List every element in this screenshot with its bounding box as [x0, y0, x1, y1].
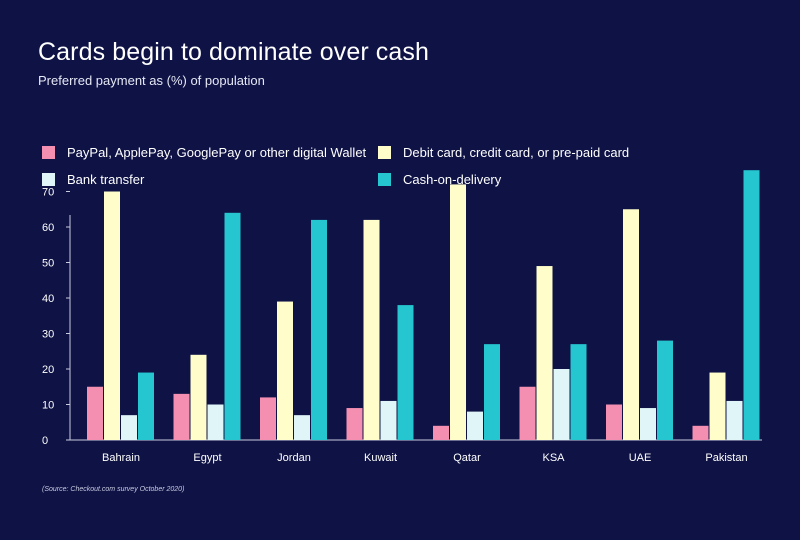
- bar-egypt-debit-card-credit-card-o: [190, 354, 207, 440]
- y-tick-label: 60: [42, 222, 54, 234]
- bar-uae-bank-transfer: [640, 408, 656, 440]
- bar-pakistan-debit-card-credit-card-o: [709, 372, 726, 440]
- y-tick-label: 20: [42, 364, 54, 376]
- bar-kuwait-paypal-applepay-googlepa: [346, 408, 363, 440]
- bar-uae-debit-card-credit-card-o: [623, 209, 639, 440]
- bar-kuwait-bank-transfer: [380, 400, 397, 440]
- bar-ksa-cash-on-delivery: [570, 344, 587, 440]
- bar-egypt-paypal-applepay-googlepa: [173, 393, 190, 440]
- legend-item-bank-transfer: Bank transfer: [42, 172, 144, 187]
- bar-kuwait-cash-on-delivery: [397, 305, 414, 440]
- bar-egypt-cash-on-delivery: [224, 212, 241, 440]
- legend-label-cash-on-delivery: Cash-on-delivery: [403, 172, 502, 187]
- bar-bahrain-bank-transfer: [121, 415, 137, 440]
- chart-title: Cards begin to dominate over cash: [38, 38, 430, 66]
- bar-uae-cash-on-delivery: [657, 340, 673, 440]
- x-tick-label-ksa: KSA: [542, 452, 565, 464]
- x-tick-label-qatar: Qatar: [453, 452, 481, 464]
- bar-qatar-cash-on-delivery: [484, 344, 500, 440]
- legend-label-cards: Debit card, credit card, or pre-paid car…: [403, 145, 630, 160]
- legend-item-cash-on-delivery: Cash-on-delivery: [378, 172, 501, 187]
- bar-bahrain-paypal-applepay-googlepa: [87, 386, 103, 440]
- y-tick-label: 40: [42, 293, 54, 305]
- bar-ksa-paypal-applepay-googlepa: [519, 386, 536, 440]
- legend-swatch-cash-on-delivery: [378, 173, 391, 186]
- bar-qatar-debit-card-credit-card-o: [450, 184, 466, 440]
- x-tick-label-uae: UAE: [629, 452, 652, 464]
- x-tick-label-pakistan: Pakistan: [705, 452, 747, 464]
- legend-swatch-bank-transfer: [42, 173, 55, 186]
- bar-bahrain-cash-on-delivery: [138, 372, 154, 440]
- bar-jordan-paypal-applepay-googlepa: [260, 397, 276, 440]
- bar-pakistan-cash-on-delivery: [743, 170, 760, 440]
- bar-jordan-cash-on-delivery: [311, 219, 327, 440]
- legend-item-digital-wallet: PayPal, ApplePay, GooglePay or other dig…: [42, 145, 366, 160]
- chart-subtitle: Preferred payment as (%) of population: [38, 73, 265, 88]
- legend-label-digital-wallet: PayPal, ApplePay, GooglePay or other dig…: [67, 145, 367, 160]
- bar-egypt-bank-transfer: [207, 404, 224, 440]
- bar-ksa-bank-transfer: [553, 369, 570, 440]
- y-tick-label: 10: [42, 400, 54, 412]
- x-tick-label-egypt: Egypt: [193, 452, 221, 464]
- y-tick-label: 0: [42, 435, 48, 447]
- bar-qatar-paypal-applepay-googlepa: [433, 425, 449, 440]
- bar-bahrain-debit-card-credit-card-o: [104, 191, 120, 440]
- x-tick-label-bahrain: Bahrain: [102, 452, 140, 464]
- bar-kuwait-debit-card-credit-card-o: [363, 219, 380, 440]
- source-note: (Source: Checkout.com survey October 202…: [42, 486, 185, 493]
- legend-swatch-digital-wallet: [42, 146, 55, 159]
- bar-pakistan-bank-transfer: [726, 400, 743, 440]
- y-tick-label: 30: [42, 329, 54, 341]
- bar-jordan-debit-card-credit-card-o: [277, 301, 293, 440]
- x-tick-label-kuwait: Kuwait: [364, 452, 397, 464]
- bar-jordan-bank-transfer: [294, 415, 310, 440]
- bar-qatar-bank-transfer: [467, 411, 483, 440]
- legend-swatch-cards: [378, 146, 391, 159]
- bar-ksa-debit-card-credit-card-o: [536, 266, 553, 440]
- y-tick-label: 70: [42, 187, 54, 199]
- legend-label-bank-transfer: Bank transfer: [67, 172, 145, 187]
- bar-pakistan-paypal-applepay-googlepa: [692, 425, 709, 440]
- bar-uae-paypal-applepay-googlepa: [606, 404, 622, 440]
- x-tick-label-jordan: Jordan: [277, 452, 311, 464]
- y-tick-label: 50: [42, 258, 54, 270]
- legend-item-cards: Debit card, credit card, or pre-paid car…: [378, 145, 629, 160]
